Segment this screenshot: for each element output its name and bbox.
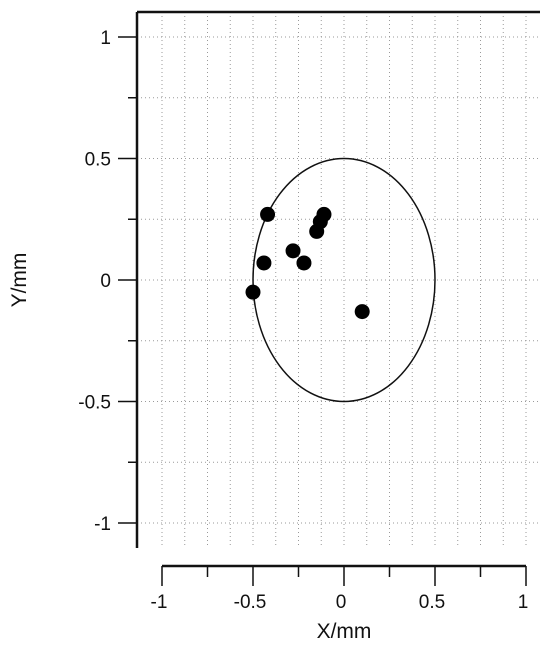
data-point <box>296 255 312 271</box>
x-tick-label: 0.5 <box>419 592 445 613</box>
x-tick-label: -0.5 <box>234 592 267 613</box>
y-tick-label: -1 <box>94 514 111 535</box>
ticks: -1 -0.5 0 0.5 1 -1 -0.5 0 0.5 1 <box>78 28 528 613</box>
y-tick-label: 0.5 <box>85 150 111 171</box>
y-tick-label: -0.5 <box>78 393 111 414</box>
x-tick-label: -1 <box>151 592 168 613</box>
axes <box>135 10 540 568</box>
data-point <box>354 304 370 320</box>
points <box>245 206 370 320</box>
data-point <box>256 255 272 271</box>
ellipse-layer <box>252 157 436 403</box>
y-tick-label: 0 <box>100 271 111 292</box>
x-tick-label: 0 <box>336 592 347 613</box>
x-axis-title: X/mm <box>317 620 372 643</box>
grid <box>137 12 540 548</box>
data-point <box>260 206 276 222</box>
data-point <box>285 243 301 259</box>
data-point <box>245 284 261 300</box>
data-point <box>309 223 325 239</box>
y-tick-label: 1 <box>100 28 111 49</box>
boundary-ellipse <box>252 157 436 403</box>
x-tick-label: 1 <box>518 592 529 613</box>
y-axis-title: Y/mm <box>8 253 31 308</box>
